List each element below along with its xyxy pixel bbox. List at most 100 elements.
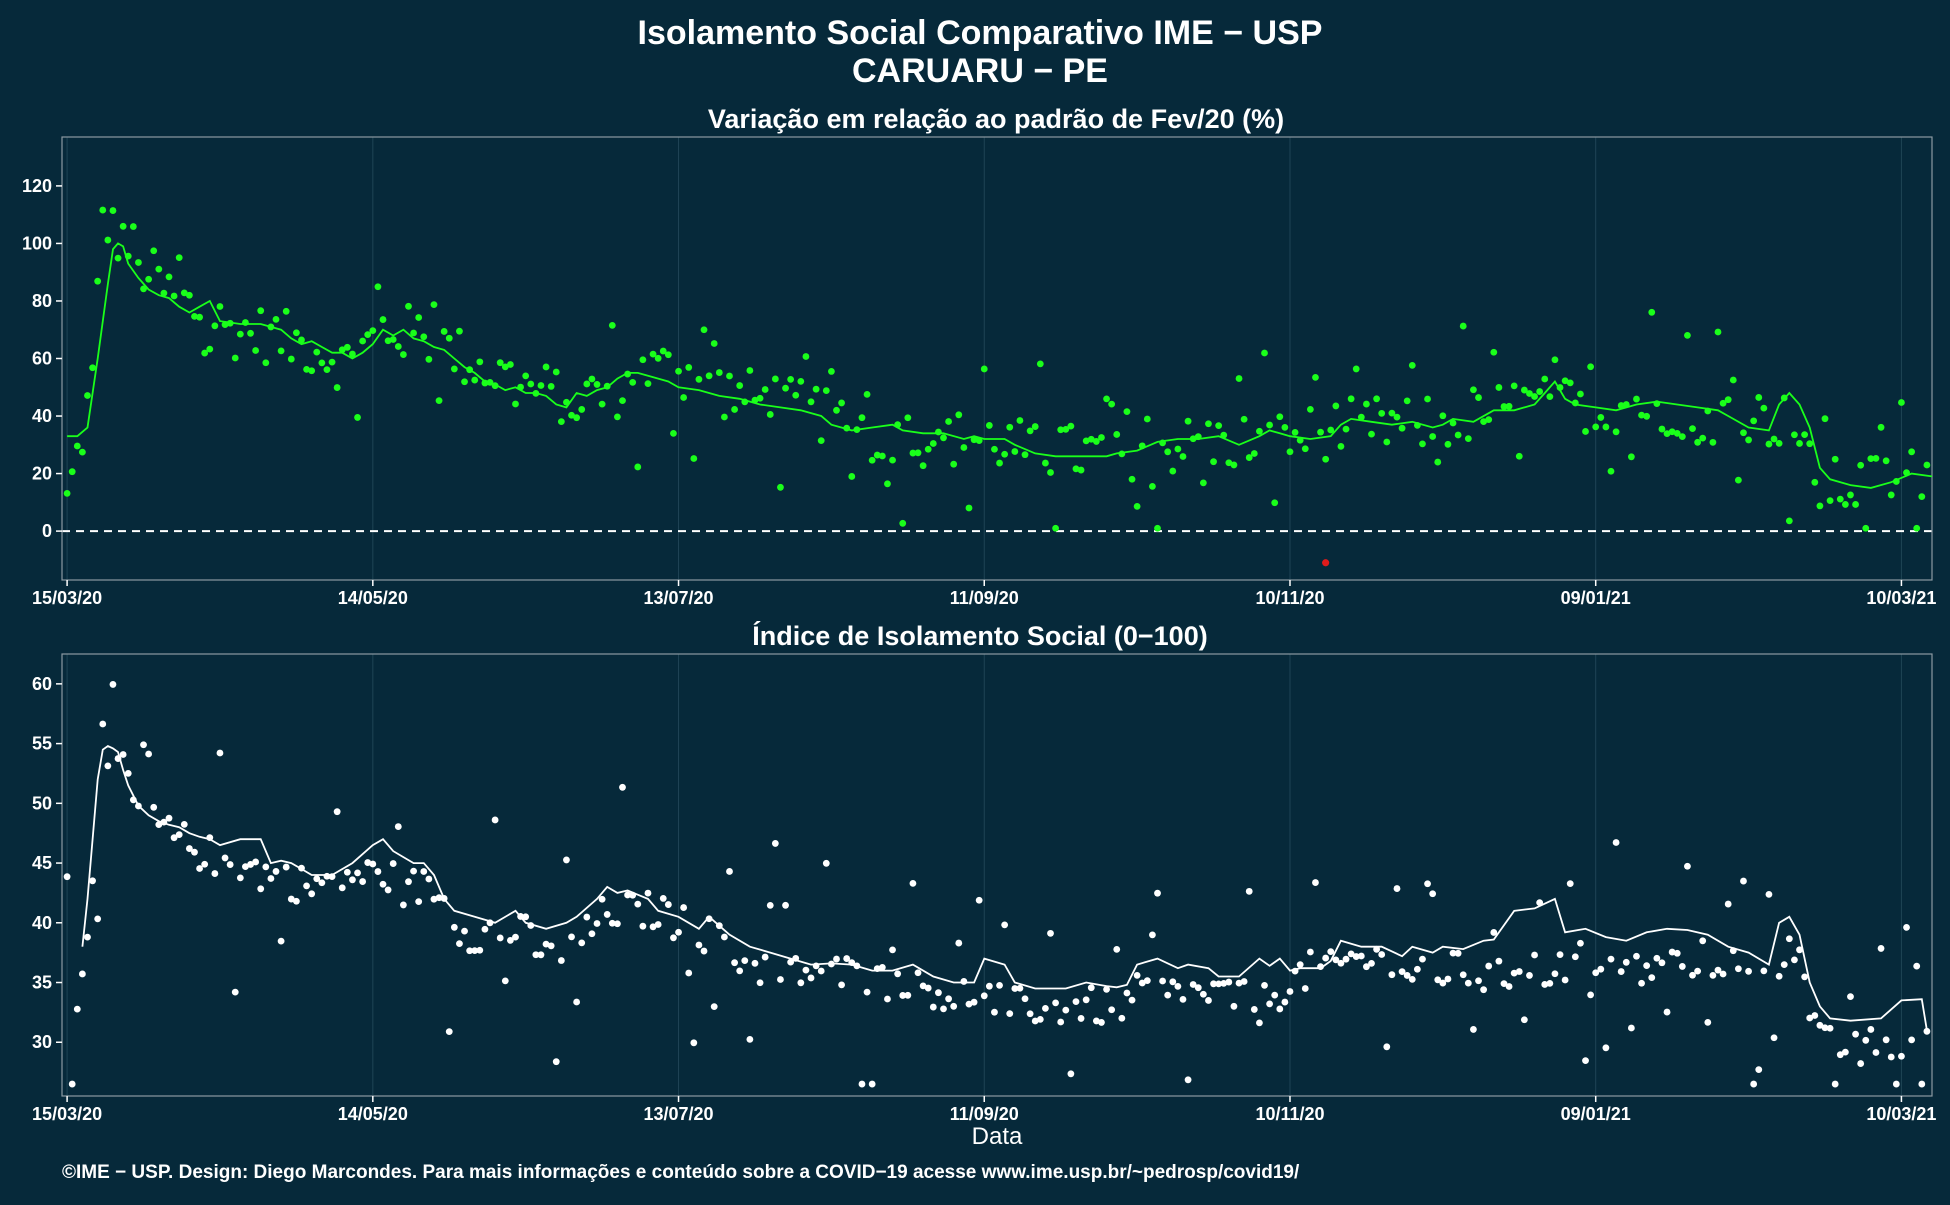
data-point xyxy=(1796,440,1803,447)
data-point xyxy=(1500,980,1508,988)
data-point xyxy=(247,329,254,337)
data-point xyxy=(450,923,458,931)
data-point xyxy=(1923,461,1931,469)
data-point xyxy=(1877,423,1885,431)
data-point xyxy=(1689,425,1696,433)
x-tick-label: 09/01/21 xyxy=(1561,588,1631,608)
data-point xyxy=(180,820,188,828)
data-point xyxy=(1235,375,1243,382)
data-point xyxy=(1684,862,1691,870)
data-point xyxy=(1118,1014,1126,1022)
data-point xyxy=(659,347,667,355)
data-point xyxy=(155,265,163,273)
data-point xyxy=(766,901,774,909)
data-point xyxy=(1352,365,1360,373)
data-point xyxy=(1006,1010,1014,1018)
data-point xyxy=(720,413,728,421)
data-point xyxy=(950,1002,958,1010)
data-point xyxy=(802,353,810,360)
data-point xyxy=(1184,417,1192,425)
y-tick-label: 50 xyxy=(32,793,52,813)
data-point xyxy=(185,291,193,299)
data-point xyxy=(1745,436,1752,444)
data-point xyxy=(359,337,367,345)
data-point xyxy=(1689,971,1696,979)
data-point xyxy=(924,984,932,992)
data-point xyxy=(1092,438,1100,445)
data-point xyxy=(185,845,193,852)
data-point xyxy=(1393,885,1401,892)
data-point xyxy=(145,750,153,758)
data-point xyxy=(1546,979,1554,987)
data-point xyxy=(1271,499,1279,507)
data-point xyxy=(1011,448,1019,455)
data-point xyxy=(1225,459,1233,467)
data-point xyxy=(1067,422,1075,430)
data-point xyxy=(165,814,173,822)
data-point xyxy=(389,860,397,867)
data-point xyxy=(878,452,886,460)
data-point xyxy=(1791,431,1798,439)
data-point xyxy=(1164,448,1172,456)
data-point xyxy=(736,967,744,975)
data-point xyxy=(1036,1015,1044,1023)
data-point xyxy=(1419,955,1426,963)
x-tick-label: 09/01/21 xyxy=(1561,1104,1631,1124)
data-point xyxy=(624,891,631,899)
data-point xyxy=(833,406,840,414)
data-point xyxy=(680,394,688,401)
x-tick-label: 14/05/20 xyxy=(338,588,408,608)
x-tick-label: 10/03/21 xyxy=(1866,588,1936,608)
data-point xyxy=(1582,1057,1589,1065)
data-point xyxy=(252,858,260,866)
data-point xyxy=(1271,991,1279,999)
data-point xyxy=(1215,980,1223,988)
data-point xyxy=(1439,979,1447,987)
data-point xyxy=(1490,348,1498,356)
data-point xyxy=(807,974,815,982)
data-point xyxy=(970,998,978,1006)
data-point xyxy=(782,384,789,392)
x-tick-label: 13/07/20 xyxy=(644,1104,714,1124)
data-point xyxy=(476,946,484,954)
data-point xyxy=(1312,879,1319,886)
data-point xyxy=(659,895,667,902)
data-point xyxy=(685,969,693,977)
data-point xyxy=(1266,1000,1274,1008)
data-point xyxy=(1765,440,1773,448)
data-point xyxy=(1470,1026,1477,1033)
data-point xyxy=(1210,458,1217,466)
data-point xyxy=(104,236,112,244)
data-point xyxy=(318,879,326,887)
data-point xyxy=(1485,962,1493,970)
data-point xyxy=(583,380,591,388)
data-point xyxy=(323,366,331,374)
data-point xyxy=(1357,952,1365,960)
data-point xyxy=(899,992,907,999)
data-point xyxy=(94,915,102,923)
y-tick-label: 40 xyxy=(32,913,52,933)
data-point xyxy=(991,445,998,453)
data-point xyxy=(1684,331,1691,339)
data-point xyxy=(1464,979,1472,987)
data-point xyxy=(613,920,621,928)
data-point xyxy=(1821,1024,1829,1032)
data-point xyxy=(639,922,647,930)
data-point xyxy=(165,273,173,281)
data-point xyxy=(1622,958,1630,966)
data-point xyxy=(685,364,693,371)
data-point xyxy=(1526,390,1533,397)
data-point xyxy=(542,363,550,371)
data-point xyxy=(1612,839,1620,846)
data-point xyxy=(338,346,346,354)
data-point xyxy=(1363,400,1370,408)
data-point xyxy=(909,449,917,457)
data-point xyxy=(1841,1048,1849,1056)
index-panel: 30 35 40 45 50 55 60 15/03/20 14/05/20 13/07/20 11… xyxy=(32,653,1936,1124)
data-point xyxy=(1775,972,1783,980)
data-point xyxy=(909,879,917,887)
data-point xyxy=(608,919,616,927)
data-point xyxy=(257,307,265,315)
data-point xyxy=(654,354,662,362)
data-point xyxy=(1908,448,1916,456)
